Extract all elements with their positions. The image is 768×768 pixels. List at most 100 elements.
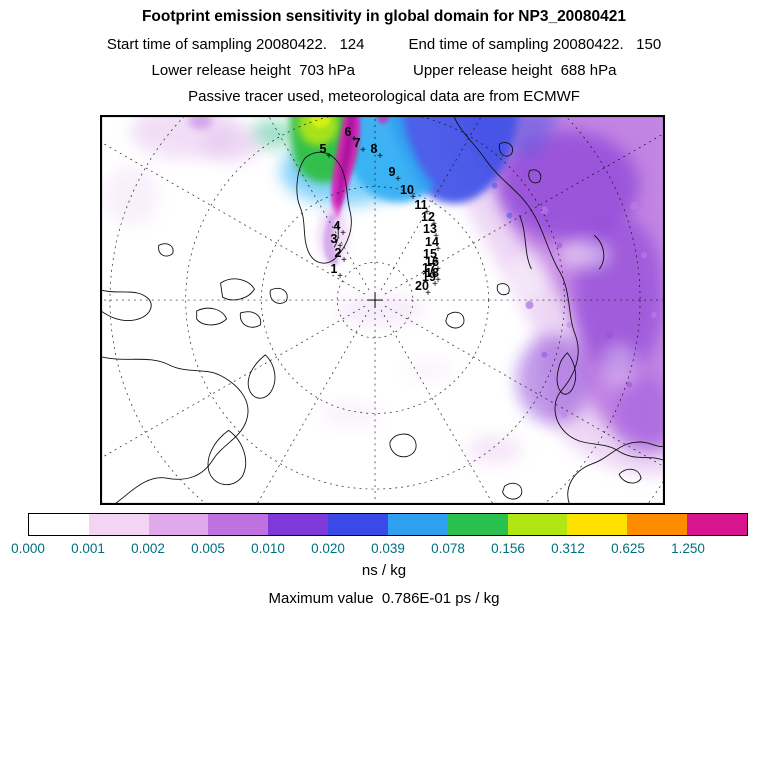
colorbar-segment-9: [507, 514, 568, 535]
colorbar-unit-label: ns / kg: [361, 562, 407, 579]
colorbar-tick-0.002: 0.002: [131, 541, 165, 556]
colorbar-tick-0.156: 0.156: [491, 541, 525, 556]
plume-magenta-core: [337, 116, 355, 214]
trajectory-point-9: 9: [388, 164, 396, 179]
plume-blue-streak: [502, 116, 557, 158]
trajectory-point-4: 4: [333, 218, 341, 233]
coastlines: [101, 116, 664, 504]
trajectory-cross-1: +: [337, 271, 343, 282]
speck: [561, 411, 568, 418]
trajectory-cross-5: +: [326, 151, 332, 162]
plume-magenta-dot: [377, 116, 389, 124]
speck: [506, 212, 513, 219]
meridian-line: [101, 305, 366, 459]
trajectory-point-14: 14: [425, 234, 439, 249]
coastline-kara: [593, 235, 605, 270]
trajectory-cross-4: +: [340, 228, 346, 239]
trajectory-cross-15: +: [433, 256, 439, 267]
coastline-island: [528, 169, 542, 184]
speck: [525, 301, 534, 310]
speck: [541, 351, 548, 358]
colorbar-tick-0.001: 0.001: [71, 541, 105, 556]
trajectory-point-18: 18: [425, 265, 439, 280]
plume-gap: [509, 249, 550, 302]
trajectory-cross-18: +: [435, 275, 441, 286]
plume-gap: [558, 241, 611, 270]
coastline-baffin: [247, 354, 276, 399]
plume-purple-patch: [516, 334, 593, 425]
coastline-island: [498, 142, 513, 157]
colorbar-tick-0.625: 0.625: [611, 541, 645, 556]
plume-purple-patch: [614, 374, 664, 455]
meridian-line: [384, 133, 664, 295]
trajectory-cross-12: +: [431, 219, 437, 230]
tracer-info-text: Passive tracer used, meteorological data…: [188, 88, 580, 105]
plume-faint-wisp: [335, 294, 425, 326]
trajectory-point-8: 8: [370, 141, 378, 156]
sampling-time-line: Start time of sampling 20080422. 124 End…: [0, 36, 768, 53]
colorbar-segment-7: [387, 514, 448, 535]
speck: [566, 321, 573, 328]
colorbar-tick-1.250: 1.250: [671, 541, 705, 556]
start-time-text: Start time of sampling 20080422. 124: [106, 36, 365, 53]
trajectory-cross-13: +: [433, 231, 439, 242]
trajectory-cross-10: +: [410, 192, 416, 203]
colorbar-segment-4: [208, 514, 269, 535]
trajectory-point-3: 3: [330, 231, 338, 246]
trajectory-cross-14: +: [435, 244, 441, 255]
colorbar-tick-0.312: 0.312: [551, 541, 585, 556]
colorbar-segment-6: [328, 514, 388, 535]
trajectory-point-12: 12: [421, 209, 435, 224]
map-graphic: [101, 116, 664, 504]
colorbar-segment-11: [627, 514, 688, 535]
speck: [585, 365, 594, 374]
trajectory-point-6: 6: [344, 124, 352, 139]
trajectory-point-17: 17: [422, 260, 436, 275]
colorbar-segment-12: [687, 514, 747, 535]
trajectory-cross-3: +: [337, 241, 343, 252]
emission-plumes: [102, 116, 664, 477]
coastline-detail: [519, 215, 532, 270]
colorbar-tick-0.010: 0.010: [251, 541, 285, 556]
plume-faint-wisp: [404, 359, 455, 380]
trajectory-point-2: 2: [334, 245, 342, 260]
trajectory-cross-16: +: [435, 264, 441, 275]
coastline-svalbard: [445, 311, 465, 329]
plume-left-wisp: [102, 165, 159, 226]
trajectory-layer: 1 +2 +3 +4 +5 +6 +7 +8 +9 +10 +11 +12 +13 +14 +15 +16 +1…: [101, 116, 664, 504]
meridian-line: [384, 305, 664, 467]
colorbar-segment-1: [29, 514, 89, 535]
colorbar-tick-0.005: 0.005: [191, 541, 225, 556]
speck: [540, 206, 549, 215]
speck: [491, 182, 498, 189]
speck: [630, 201, 639, 210]
trajectory-point-13: 13: [423, 221, 437, 236]
colorbar: [28, 513, 748, 536]
coastline-novaya-zemlya: [556, 352, 577, 395]
trajectory-point-7: 7: [353, 135, 361, 150]
plume-faint-wisp: [320, 402, 381, 427]
coastline-baltic: [618, 468, 642, 484]
lower-release-height-text: Lower release height 703 hPa: [151, 62, 355, 79]
meridian-line: [101, 141, 366, 295]
coastline-alaska: [101, 289, 152, 322]
colorbar-tick-0.020: 0.020: [311, 541, 345, 556]
trajectory-cross-17: +: [432, 270, 438, 281]
plume-left-wisp: [200, 125, 261, 162]
max-value-text: Maximum value 0.786E-01 ps / kg: [268, 590, 500, 607]
map-area: 1 +2 +3 +4 +5 +6 +7 +8 +9 +10 +11 +12 +13 +14 +15 +16 +1…: [100, 115, 665, 505]
trajectory-cross-7: +: [360, 145, 366, 156]
coastline-detail: [333, 223, 339, 248]
trajectory-cross-2: +: [341, 255, 347, 266]
trajectory-point-5: 5: [319, 141, 327, 156]
trajectory-point-20: 20: [415, 278, 429, 293]
speck: [596, 172, 603, 179]
coastline-siberia: [453, 116, 664, 461]
colorbar-tick-0.000: 0.000: [11, 541, 45, 556]
coastline-arctic-island: [220, 278, 255, 301]
plume-bright-core: [310, 116, 331, 128]
speck: [605, 330, 614, 339]
trajectory-cross-19: +: [432, 279, 438, 290]
coastline-island: [158, 243, 174, 257]
